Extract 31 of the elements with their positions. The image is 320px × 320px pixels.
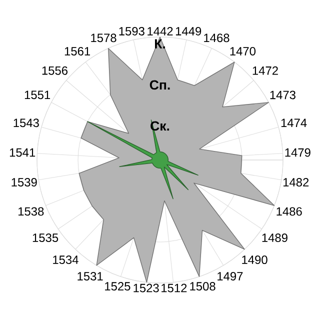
- spoke-label: 1525: [105, 282, 130, 291]
- spoke-label: 1472: [252, 66, 278, 75]
- spoke-label: 1486: [276, 207, 302, 216]
- spoke-label: 1535: [32, 234, 58, 242]
- spoke-label: 1490: [242, 256, 268, 264]
- spoke-label: 1468: [204, 34, 230, 42]
- spoke-label: 1489: [262, 234, 288, 242]
- spoke-label: 1508: [190, 282, 216, 291]
- spoke-label: 1541: [10, 148, 36, 157]
- spoke-label: 1474: [281, 118, 307, 127]
- spoke-label: 1497: [218, 272, 243, 280]
- spoke-label: 1442: [148, 27, 173, 36]
- spoke-label: 1479: [285, 148, 310, 157]
- spoke-label: 1470: [230, 46, 256, 56]
- spoke-label: 1539: [12, 178, 37, 187]
- spoke-label: 1561: [64, 46, 90, 56]
- spoke-label: 1543: [14, 118, 39, 128]
- spoke-label: 1551: [24, 90, 50, 100]
- y-tick-label: Сп.: [150, 80, 170, 90]
- y-tick-label: К.: [154, 39, 165, 48]
- spoke-label: 1531: [78, 272, 103, 280]
- spoke-label: 1534: [53, 256, 78, 264]
- spoke-label: 1523: [134, 284, 159, 292]
- spoke-label: 1556: [42, 66, 68, 75]
- spoke-label: 1512: [162, 284, 187, 292]
- spoke-label: 1538: [18, 207, 44, 216]
- spoke-label: 1593: [119, 26, 144, 36]
- spoke-label: 1449: [176, 26, 202, 36]
- spoke-label: 1482: [283, 178, 309, 187]
- spoke-label: 1578: [91, 34, 116, 42]
- spoke-label: 1473: [270, 90, 296, 100]
